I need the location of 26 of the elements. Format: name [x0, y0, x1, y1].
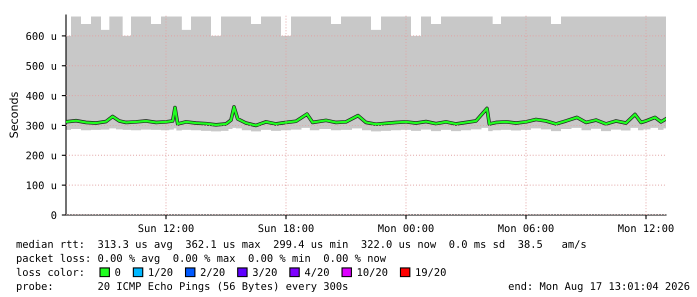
text: end: Mon Aug 17 13:01:04 2026: [508, 282, 690, 292]
text: probe: 20 ICMP Echo Pings (56 Bytes) every 300s: [16, 282, 348, 292]
x-tick-label: Mon 00:00: [378, 224, 434, 232]
y-tick-label: 300 u: [26, 122, 56, 130]
y-axis-title: Seconds: [9, 92, 18, 138]
y-tick-label: 0: [51, 211, 56, 220]
text: packet loss: 0.00 % avg 0.00 % max 0.00 % min 0.00 % now: [16, 254, 386, 264]
y-tick-label: 200 u: [26, 152, 56, 160]
legend-label: 1/20: [149, 268, 172, 277]
y-tick-label: 400 u: [26, 92, 56, 100]
legend-label: 0: [115, 268, 120, 276]
y-tick-label: 100 u: [26, 181, 56, 190]
text: loss color:: [16, 268, 82, 276]
x-tick-label: Mon 06:00: [498, 224, 554, 232]
legend-label: 2/20: [200, 268, 225, 277]
legend-label: 19/20: [416, 268, 446, 277]
legend-label: 10/20: [358, 268, 388, 277]
x-tick-label: Sun 18:00: [258, 224, 314, 232]
legend-label: 4/20: [304, 268, 329, 277]
y-tick-label: 500 u: [26, 62, 56, 70]
text: median rtt: 313.3 us avg 362.1 us max 299.4 us min 322.0 us now 0.0 ms sd 38.5 am/s: [16, 240, 586, 250]
x-tick-label: Mon 12:00: [618, 224, 674, 232]
x-tick-label: Sun 12:00: [138, 224, 194, 232]
y-tick-label: 600 u: [26, 32, 56, 40]
legend-label: 3/20: [252, 268, 277, 277]
line-series: [66, 105, 666, 128]
